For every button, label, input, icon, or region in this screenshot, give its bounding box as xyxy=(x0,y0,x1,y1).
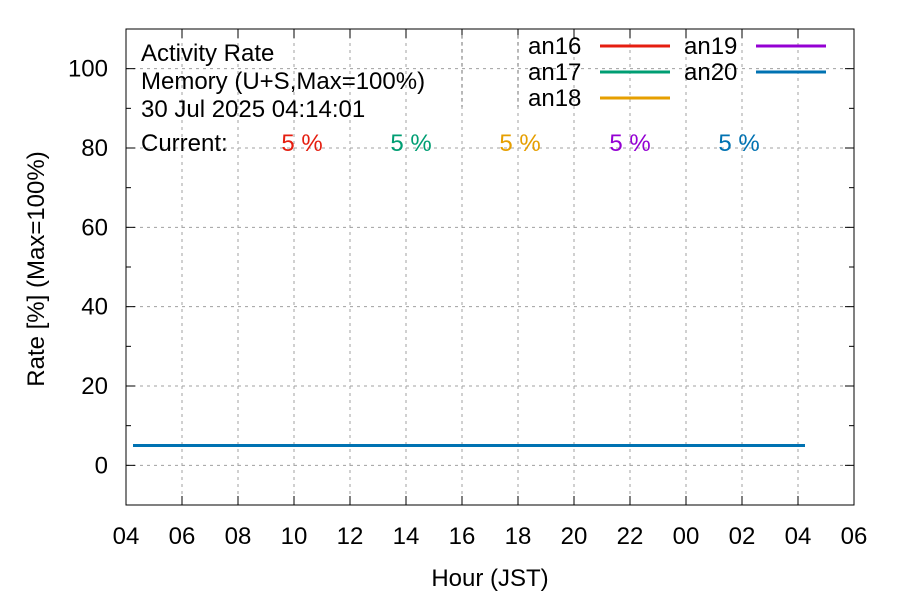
x-axis-title: Hour (JST) xyxy=(431,565,548,592)
current-values: 5 % 5 % 5 % 5 % 5 % xyxy=(281,130,759,157)
legend-label-an19: an19 xyxy=(684,33,737,60)
x-tick-label: 00 xyxy=(673,523,700,550)
legend-label-an17: an17 xyxy=(528,59,581,86)
current-value-an18: 5 % xyxy=(499,130,540,157)
x-tick-label: 20 xyxy=(561,523,588,550)
x-tick-label: 04 xyxy=(785,523,812,550)
y-tick-label: 0 xyxy=(95,452,108,479)
x-tick-label: 08 xyxy=(225,523,252,550)
legend-label-an18: an18 xyxy=(528,85,581,112)
y-tick-label: 20 xyxy=(81,373,108,400)
y-axis-title: Rate [%] (Max=100%) xyxy=(23,151,50,386)
current-value-an17: 5 % xyxy=(390,130,431,157)
x-tick-label: 16 xyxy=(449,523,476,550)
current-value-an20: 5 % xyxy=(718,130,759,157)
chart-timestamp: 30 Jul 2025 04:14:01 xyxy=(141,96,365,123)
y-tick-label: 80 xyxy=(81,135,108,162)
y-tick-label: 40 xyxy=(81,294,108,321)
x-tick-label: 14 xyxy=(393,523,420,550)
x-tick-label: 04 xyxy=(113,523,140,550)
grid-lines xyxy=(126,29,854,505)
x-tick-label: 12 xyxy=(337,523,364,550)
chart-subtitle: Memory (U+S,Max=100%) xyxy=(141,68,425,95)
legend-label-an16: an16 xyxy=(528,33,581,60)
axis-ticks: 04 06 08 10 12 14 16 18 20 22 00 02 04 06 0 20 40 60 80 100 xyxy=(68,29,867,550)
x-tick-label: 18 xyxy=(505,523,532,550)
y-tick-label: 60 xyxy=(81,214,108,241)
legend-label-an20: an20 xyxy=(684,59,737,86)
x-tick-label: 06 xyxy=(841,523,868,550)
x-tick-label: 06 xyxy=(169,523,196,550)
info-block: Activity Rate Memory (U+S,Max=100%) 30 J… xyxy=(141,40,425,157)
current-value-an16: 5 % xyxy=(281,130,322,157)
x-tick-label: 02 xyxy=(729,523,756,550)
current-value-an19: 5 % xyxy=(609,130,650,157)
x-tick-label: 22 xyxy=(617,523,644,550)
y-tick-label: 100 xyxy=(68,56,108,83)
x-tick-label: 10 xyxy=(281,523,308,550)
chart-title: Activity Rate xyxy=(141,40,274,67)
current-label: Current: xyxy=(141,130,228,157)
